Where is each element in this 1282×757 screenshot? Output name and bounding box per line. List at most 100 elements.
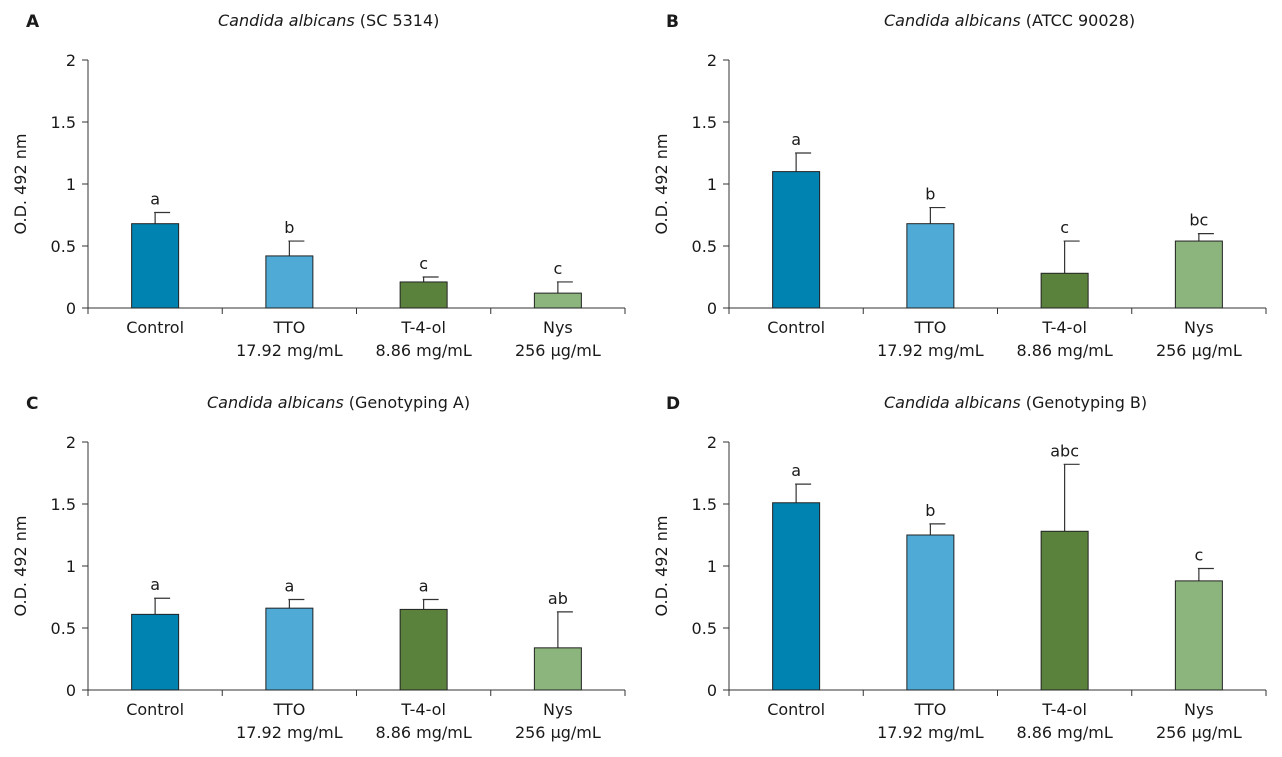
concentration-label: 8.86 mg/mL — [1016, 723, 1112, 742]
x-tick-label: Nys — [543, 318, 573, 337]
y-tick-label: 0 — [707, 299, 717, 318]
y-tick-label: 1 — [66, 175, 76, 194]
strain-name: (Genotyping A) — [343, 393, 471, 412]
y-tick-label: 2 — [707, 433, 717, 452]
significance-label: ab — [548, 589, 568, 608]
panel-title: Candida albicans (Genotyping A) — [207, 393, 470, 412]
x-tick-label: TTO — [913, 700, 946, 719]
bar-t-4-ol — [1040, 272, 1089, 309]
y-tick-label: 0.5 — [692, 237, 717, 256]
concentration-label: 256 µg/mL — [1156, 723, 1242, 742]
x-tick-label: Nys — [543, 700, 573, 719]
x-tick-label: T-4-ol — [1041, 700, 1087, 719]
bar-tto — [906, 223, 955, 309]
x-tick-label: Control — [767, 700, 825, 719]
significance-label: c — [1194, 545, 1203, 564]
bar-chart-a: O.D. 492 nm 0 0.5 1 1.5 2 a Control b TTO 17.92 mg… — [11, 51, 626, 360]
y-tick-label: 1.5 — [692, 113, 717, 132]
x-tick-label: TTO — [272, 700, 305, 719]
significance-label: abc — [1050, 441, 1079, 460]
significance-label: a — [284, 576, 294, 595]
significance-label: c — [419, 254, 428, 273]
bar-tto — [906, 534, 955, 691]
y-tick-label: 2 — [707, 51, 717, 70]
y-axis-label: O.D. 492 nm — [652, 134, 671, 235]
bar-t-4-ol — [1040, 530, 1089, 691]
bar-tto — [265, 255, 314, 309]
species-name: Candida albicans — [884, 393, 1021, 412]
x-tick-label: T-4-ol — [1041, 318, 1087, 337]
significance-label: c — [553, 259, 562, 278]
strain-name: (SC 5314) — [354, 11, 440, 30]
concentration-label: 17.92 mg/mL — [236, 341, 343, 360]
concentration-label: 8.86 mg/mL — [1016, 341, 1112, 360]
significance-label: a — [150, 190, 160, 209]
panel-letter: A — [26, 12, 40, 32]
bar-nys — [1174, 580, 1223, 691]
x-tick-label: Control — [126, 318, 184, 337]
panel-letter: D — [666, 394, 681, 414]
panel-b: O.D. 492 nm 0 0.5 1 1.5 2 a Control b TTO 17.92 mg… — [641, 0, 1282, 375]
concentration-label: 256 µg/mL — [515, 723, 601, 742]
y-axis-label: O.D. 492 nm — [11, 516, 30, 617]
y-tick-label: 1 — [707, 557, 717, 576]
x-tick-label: Control — [126, 700, 184, 719]
y-axis-label: O.D. 492 nm — [652, 516, 671, 617]
significance-label: bc — [1189, 211, 1208, 230]
bar-nys — [533, 292, 582, 309]
bar-control — [131, 613, 180, 691]
panel-c: O.D. 492 nm 0 0.5 1 1.5 2 a Control a TTO 17.92 mg… — [0, 382, 641, 757]
concentration-label: 8.86 mg/mL — [375, 341, 471, 360]
x-tick-label: Nys — [1184, 318, 1214, 337]
x-tick-label: TTO — [913, 318, 946, 337]
significance-label: a — [150, 575, 160, 594]
strain-name: (ATCC 90028) — [1020, 11, 1136, 30]
concentration-label: 256 µg/mL — [515, 341, 601, 360]
y-tick-label: 2 — [66, 51, 76, 70]
strain-name: (Genotyping B) — [1020, 393, 1148, 412]
panel-d: O.D. 492 nm 0 0.5 1 1.5 2 a Control b TTO 17.92 mg… — [641, 382, 1282, 757]
bar-tto — [265, 607, 314, 691]
bar-chart-b: O.D. 492 nm 0 0.5 1 1.5 2 a Control b TTO 17.92 mg… — [652, 51, 1267, 360]
panel-letter: C — [26, 394, 39, 414]
concentration-label: 256 µg/mL — [1156, 341, 1242, 360]
y-tick-label: 1.5 — [51, 113, 76, 132]
y-tick-label: 0 — [66, 299, 76, 318]
concentration-label: 8.86 mg/mL — [375, 723, 471, 742]
x-tick-label: T-4-ol — [400, 318, 446, 337]
panel-title: Candida albicans (Genotyping B) — [884, 393, 1147, 412]
bar-t-4-ol — [399, 608, 448, 691]
significance-label: b — [925, 501, 935, 520]
y-tick-label: 1 — [707, 175, 717, 194]
bar-nys — [1174, 240, 1223, 309]
significance-label: b — [284, 218, 294, 237]
y-tick-label: 1.5 — [692, 495, 717, 514]
y-tick-label: 1.5 — [51, 495, 76, 514]
significance-label: a — [791, 130, 801, 149]
significance-label: a — [791, 461, 801, 480]
significance-label: a — [419, 576, 429, 595]
bar-t-4-ol — [399, 281, 448, 309]
species-name: Candida albicans — [207, 393, 344, 412]
concentration-label: 17.92 mg/mL — [236, 723, 343, 742]
significance-label: b — [925, 185, 935, 204]
y-tick-label: 1 — [66, 557, 76, 576]
significance-label: c — [1060, 218, 1069, 237]
bar-chart-c: O.D. 492 nm 0 0.5 1 1.5 2 a Control a TTO 17.92 mg… — [11, 433, 626, 742]
y-tick-label: 2 — [66, 433, 76, 452]
x-tick-label: Nys — [1184, 700, 1214, 719]
x-tick-label: T-4-ol — [400, 700, 446, 719]
concentration-label: 17.92 mg/mL — [877, 341, 984, 360]
bar-control — [772, 502, 821, 691]
y-tick-label: 0.5 — [51, 237, 76, 256]
y-tick-label: 0.5 — [51, 619, 76, 638]
species-name: Candida albicans — [884, 11, 1021, 30]
panel-title: Candida albicans (SC 5314) — [218, 11, 439, 30]
y-tick-label: 0 — [66, 681, 76, 700]
x-tick-label: Control — [767, 318, 825, 337]
bar-chart-d: O.D. 492 nm 0 0.5 1 1.5 2 a Control b TTO 17.92 mg… — [652, 433, 1267, 742]
panel-title: Candida albicans (ATCC 90028) — [884, 11, 1135, 30]
concentration-label: 17.92 mg/mL — [877, 723, 984, 742]
bar-control — [131, 223, 180, 309]
panel-letter: B — [666, 12, 679, 32]
